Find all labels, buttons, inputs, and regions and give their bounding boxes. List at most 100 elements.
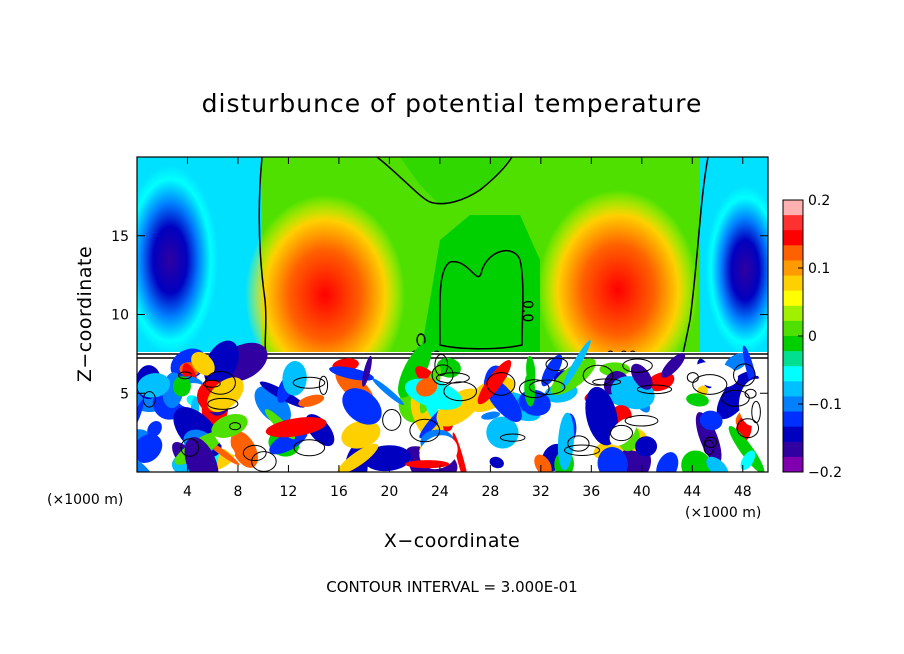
contour-label-vertical: 0.0 [519, 300, 535, 322]
turbulence-blob [137, 373, 170, 398]
colorbar-segment [783, 290, 803, 307]
x-tick-label: 28 [481, 484, 499, 500]
turbulence-contour [242, 444, 267, 462]
turbulence-blob [606, 394, 631, 407]
contour-interval-note: CONTOUR INTERVAL = 3.000E-01 [326, 578, 577, 596]
turbulence-blob [415, 378, 438, 397]
turbulence-contour [409, 418, 441, 443]
colorbar-segment [783, 200, 803, 216]
colorbar-segment [783, 275, 803, 292]
turbulence-blob [706, 456, 729, 472]
turbulence-blob [699, 410, 723, 431]
turbulence-contour [318, 375, 329, 395]
turbulence-contour [292, 376, 326, 389]
right-warm-anomaly [538, 190, 698, 390]
turbulence-contour [142, 391, 156, 408]
colorbar-segment [783, 456, 803, 473]
turbulence-contour [443, 381, 478, 402]
turbulence-contour [180, 438, 200, 457]
x-tick-label: 40 [633, 484, 651, 500]
turbulence-contour [704, 436, 718, 449]
turbulence-blob [203, 340, 239, 387]
x-tick-label: 24 [431, 484, 449, 500]
turbulence-contour [499, 433, 526, 442]
turbulence-blob [372, 378, 404, 406]
turbulence-contour [207, 397, 239, 410]
turbulence-blob [557, 412, 574, 471]
y-tick-label: 5 [120, 386, 129, 402]
colorbar-segment [783, 366, 803, 382]
y-tick-label: 10 [111, 308, 129, 324]
turbulence-contour [622, 358, 653, 373]
turbulence-blob [526, 422, 552, 446]
turbulence-blob [728, 425, 765, 472]
colorbar-segment [783, 305, 803, 322]
turbulence-blob [716, 371, 756, 420]
colorbar-segment [783, 426, 803, 443]
colorbar-tick-label: 0.1 [808, 261, 830, 277]
turbulence-contour [624, 415, 659, 427]
turbulence-blob [481, 411, 501, 420]
turbulence-blob [191, 351, 215, 376]
turbulence-blob [265, 417, 327, 438]
chart-title: disturbunce of potential temperature [202, 89, 703, 118]
turbulence-contour [609, 424, 633, 442]
x-unit-label: (×1000 m) [685, 505, 761, 521]
y-axis-ticks: 5 10 15 [111, 229, 768, 402]
turbulence-contour [744, 388, 757, 399]
x-tick-label: 48 [734, 484, 752, 500]
colorbar-tick-label: 0 [808, 329, 817, 345]
colorbar-segment [783, 351, 803, 367]
turbulence-contour [686, 372, 699, 383]
contour-center-closed [439, 250, 524, 350]
turbulence-blob [740, 450, 756, 471]
left-warm-anomaly [245, 195, 405, 395]
colorbar-tick-label: −0.2 [808, 465, 842, 481]
turbulence-contour [431, 364, 454, 386]
x-tick-label: 36 [582, 484, 600, 500]
turbulence-blob [172, 376, 191, 397]
colorbar-segment [783, 381, 803, 397]
turbulence-blob [137, 434, 163, 463]
z-unit-label: (×1000 m) [47, 492, 123, 508]
colorbar-tick-label: −0.1 [808, 397, 842, 413]
turbulence-blob [635, 436, 658, 457]
turbulence-blob [137, 454, 156, 472]
turbulence-contour [518, 379, 550, 399]
colorbar [782, 199, 804, 473]
colorbar-segment [783, 245, 803, 261]
right-cold-anomaly [705, 185, 768, 355]
x-tick-label: 12 [280, 484, 298, 500]
turbulence-blob [215, 434, 236, 456]
colorbar-segment [783, 396, 803, 413]
x-tick-label: 4 [183, 484, 192, 500]
contour-top [376, 157, 513, 205]
turbulence-blob [550, 358, 596, 395]
turbulence-blob [404, 460, 450, 469]
turbulence-contour [382, 408, 402, 431]
turbulence-blob [524, 373, 536, 407]
turbulence-blob [562, 339, 591, 389]
turbulence-blob [362, 355, 372, 387]
turbulence-contour [592, 378, 622, 386]
turbulence-blob [436, 388, 481, 427]
turbulence-contour [528, 379, 566, 395]
turbulence-blob [298, 394, 325, 407]
x-tick-label: 8 [233, 484, 242, 500]
turbulence-blob [534, 454, 552, 472]
colorbar-ticks: 0.2 0.1 0 −0.1 −0.2 [798, 193, 842, 481]
colorbar-segment [783, 441, 803, 458]
x-tick-label: 20 [380, 484, 398, 500]
turbulence-blob [597, 447, 628, 472]
colorbar-segment [783, 215, 803, 231]
turbulence-contour [736, 418, 760, 439]
turbulence-contour [251, 451, 277, 472]
turbulence-blob [656, 452, 679, 472]
x-axis-label: X−coordinate [384, 530, 520, 552]
turbulence-contour [567, 435, 590, 452]
turbulence-blob [724, 352, 749, 372]
x-tick-label: 16 [330, 484, 348, 500]
turbulence-contour [204, 370, 236, 395]
top-green-region [400, 157, 510, 205]
